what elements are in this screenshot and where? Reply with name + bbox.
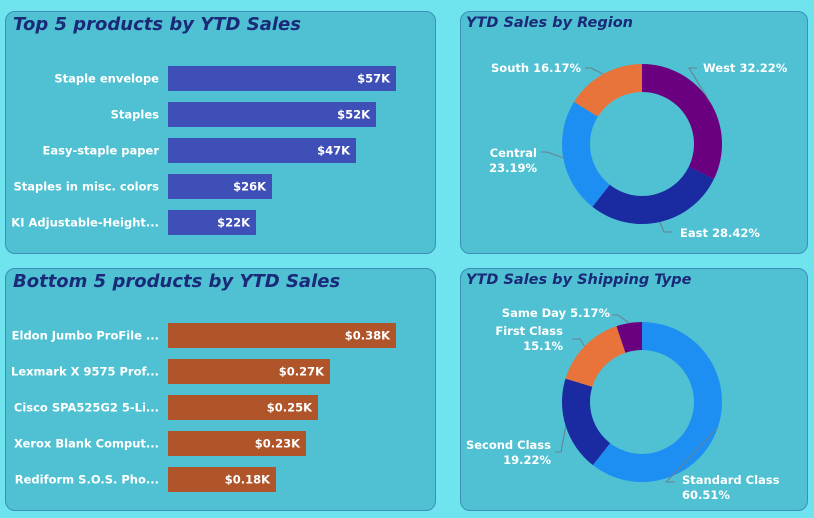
region-slice-name: East xyxy=(680,226,708,240)
shipping-slice xyxy=(616,322,642,353)
bottom5-bar xyxy=(168,323,396,348)
region-slice-label: East 28.42% xyxy=(680,226,760,240)
bottom5-bar xyxy=(168,359,330,384)
shipping-slice-name: First Class xyxy=(495,324,563,338)
top5-category-label: KI Adjustable-Height... xyxy=(11,216,159,230)
bottom5-bar xyxy=(168,395,318,420)
top5-bar xyxy=(168,66,396,91)
region-slice-name: South xyxy=(491,61,529,75)
top5-chart-card: Top 5 products by YTD Sales Staple envel… xyxy=(5,11,436,254)
top5-bar xyxy=(168,210,256,235)
bottom5-chart-card: Bottom 5 products by YTD Sales Eldon Jum… xyxy=(5,268,436,511)
region-slice xyxy=(592,166,714,224)
region-leader-line xyxy=(688,67,711,102)
bottom5-chart-title: Bottom 5 products by YTD Sales xyxy=(13,271,341,292)
region-leader-line xyxy=(541,151,564,159)
bottom5-value-label: $0.18K xyxy=(225,473,271,487)
shipping-slice-name: Same Day xyxy=(502,306,567,320)
shipping-leader-line xyxy=(572,338,586,347)
bottom5-category-label: Cisco SPA525G2 5-Li... xyxy=(14,401,159,415)
shipping-leader-line xyxy=(664,427,719,483)
shipping-chart-title: YTD Sales by Shipping Type xyxy=(466,272,692,288)
region-slice-label: West 32.22% xyxy=(703,61,788,75)
bottom5-value-label: $0.27K xyxy=(279,365,325,379)
bottom5-category-label: Xerox Blank Comput... xyxy=(14,437,159,451)
top5-bar-chart: Staple envelope $57K Staples $52K Easy-stapl… xyxy=(11,66,396,235)
region-slice xyxy=(642,64,722,180)
shipping-slice xyxy=(565,326,626,387)
region-chart-card: YTD Sales by Region West 32.22% East 28.4… xyxy=(460,11,808,254)
bottom5-value-label: $0.23K xyxy=(255,437,301,451)
shipping-slice xyxy=(592,322,722,482)
top5-category-label: Staple envelope xyxy=(54,72,159,86)
shipping-slice xyxy=(562,378,611,466)
region-slice-percent: 32.22% xyxy=(739,61,787,75)
region-slice-percent: 23.19% xyxy=(489,161,537,175)
shipping-slice-percent: 19.22% xyxy=(503,453,551,467)
top5-bar xyxy=(168,138,356,163)
region-slice xyxy=(562,101,610,207)
region-leader-line xyxy=(585,67,604,75)
bottom5-category-label: Lexmark X 9575 Prof... xyxy=(11,365,159,379)
top5-value-label: $52K xyxy=(337,108,371,122)
top5-category-label: Staples in misc. colors xyxy=(13,180,159,194)
shipping-chart-card: YTD Sales by Shipping Type Standard Clas… xyxy=(460,268,808,511)
top5-category-label: Easy-staple paper xyxy=(42,144,159,158)
shipping-leader-line xyxy=(555,426,567,453)
shipping-slice-percent: 15.1% xyxy=(523,339,563,353)
shipping-slice-percent: 60.51% xyxy=(682,488,730,502)
top5-value-label: $26K xyxy=(233,180,267,194)
shipping-slice-percent: 5.17% xyxy=(570,306,610,320)
shipping-leader-line xyxy=(612,314,630,324)
top5-bar xyxy=(168,174,272,199)
top5-bar xyxy=(168,102,376,127)
bottom5-bar-chart: Eldon Jumbo ProFile ... $0.38K Lexmark X 9… xyxy=(11,323,396,492)
region-slice-name: West xyxy=(703,61,736,75)
shipping-slice-name: Standard Class xyxy=(682,473,780,487)
region-slice-label: South 16.17% xyxy=(491,61,581,75)
top5-category-label: Staples xyxy=(111,108,160,122)
bottom5-value-label: $0.25K xyxy=(267,401,313,415)
top5-value-label: $22K xyxy=(217,216,251,230)
top5-value-label: $47K xyxy=(317,144,351,158)
bottom5-value-label: $0.38K xyxy=(345,329,391,343)
region-slice-name: Central xyxy=(490,146,537,160)
region-leader-line xyxy=(659,221,672,233)
region-slice-percent: 28.42% xyxy=(712,226,760,240)
bottom5-category-label: Rediform S.O.S. Pho... xyxy=(15,473,159,487)
region-chart-title: YTD Sales by Region xyxy=(466,15,633,31)
top5-chart-title: Top 5 products by YTD Sales xyxy=(13,14,301,35)
top5-value-label: $57K xyxy=(357,72,391,86)
shipping-slice-label: Same Day 5.17% xyxy=(502,306,611,320)
bottom5-bar xyxy=(168,431,306,456)
bottom5-bar xyxy=(168,467,276,492)
shipping-slice-name: Second Class xyxy=(466,438,551,452)
bottom5-category-label: Eldon Jumbo ProFile ... xyxy=(12,329,159,343)
region-slice-percent: 16.17% xyxy=(533,61,581,75)
region-slice xyxy=(573,64,642,117)
